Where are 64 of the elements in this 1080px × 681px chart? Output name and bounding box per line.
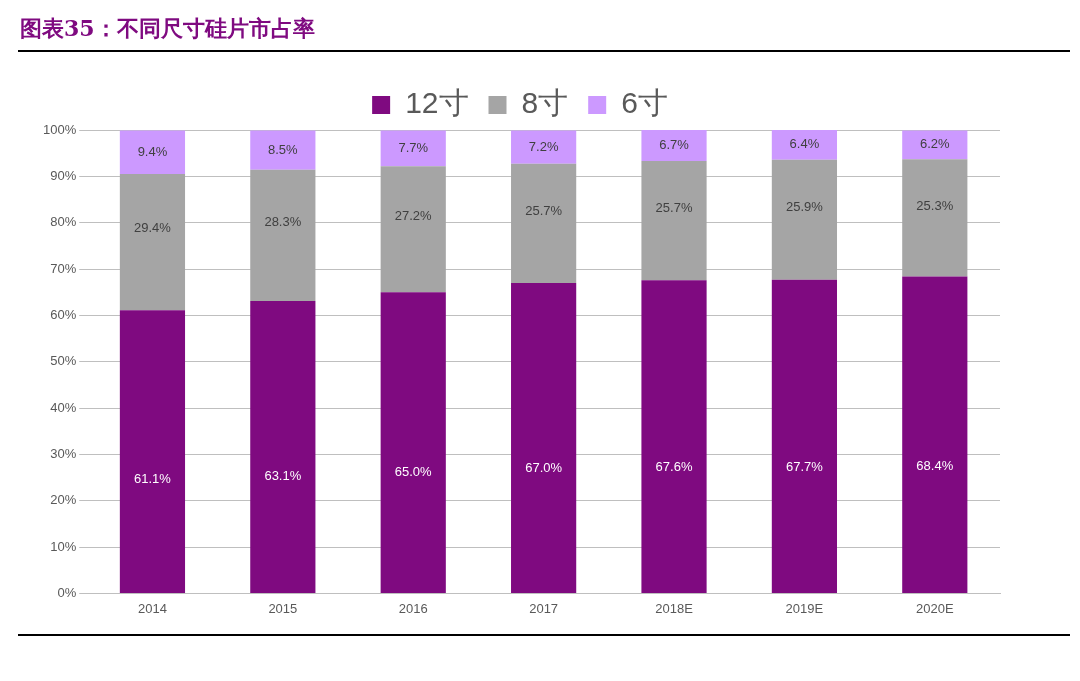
data-label: 67.0% [525,460,563,476]
data-label: 27.2% [394,208,433,224]
y-tick-label: 80% [50,214,77,230]
bar [511,163,577,283]
y-tick-label: 40% [50,399,77,415]
x-tick-label: 2018E [655,600,694,616]
y-tick-label: 10% [50,538,77,554]
y-tick-label: 70% [50,260,77,276]
data-label: 7.2% [528,138,559,154]
bar [641,161,707,281]
bar [380,292,446,593]
legend-label: 6寸 [621,86,668,120]
y-tick-label: 90% [50,167,77,183]
chart-title: 图表35：不同尺寸硅片市占率 [20,14,315,43]
bar [511,130,577,164]
legend-label: 8寸 [521,86,569,120]
x-tick-label: 2014 [137,600,167,616]
data-label: 9.4% [137,143,168,159]
bar [771,159,838,280]
x-tick-label: 2019E [785,600,824,616]
bar [641,280,707,593]
data-label: 65.0% [394,464,433,480]
bar [250,130,316,170]
bar [380,130,446,167]
data-label: 67.6% [655,459,693,475]
y-tick-label: 0% [57,584,77,600]
x-tick-label: 2015 [268,600,298,616]
bar [771,130,838,160]
x-tick-label: 2020E [916,600,954,616]
bar [771,279,838,593]
y-tick-label: 50% [50,353,77,369]
data-label: 7.7% [398,139,429,155]
bar [250,169,316,301]
y-tick-label: 60% [50,306,77,322]
data-label: 61.1% [134,471,172,487]
data-label: 6.4% [789,136,820,152]
bar [119,174,186,311]
y-tick-label: 20% [50,492,77,508]
bar [902,159,968,277]
bar [902,130,968,160]
data-label: 28.3% [264,213,302,229]
bar [641,130,707,162]
data-label: 67.7% [785,459,824,475]
x-tick-label: 2016 [398,600,428,616]
bar [902,276,968,593]
data-label: 25.3% [916,197,954,213]
legend-label: 12寸 [405,86,469,120]
bar [511,282,577,593]
bar [119,130,186,175]
data-label: 25.7% [525,203,563,219]
bar [119,310,186,593]
y-tick-label: 100% [43,121,77,137]
data-label: 29.4% [134,220,172,236]
data-label: 68.4% [916,457,954,473]
data-label: 6.7% [659,137,690,153]
data-label: 25.7% [655,200,693,216]
bar [380,166,446,293]
data-label: 63.1% [264,467,302,483]
data-label: 25.9% [785,199,824,215]
data-label: 8.5% [268,141,299,157]
data-label: 6.2% [919,136,951,152]
x-tick-label: 2017 [529,600,559,616]
bar [250,301,316,593]
y-tick-label: 30% [50,445,77,461]
